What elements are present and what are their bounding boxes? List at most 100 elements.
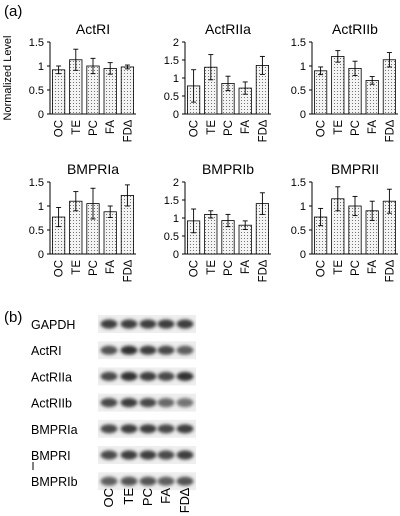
x-tick-label: PC xyxy=(350,260,362,276)
y-tick-label: 1 xyxy=(173,73,179,85)
x-tick-label: TE xyxy=(71,260,83,275)
blot-band xyxy=(100,345,118,355)
y-tick-label: 1.5 xyxy=(29,177,44,189)
y-tick-label: 0.5 xyxy=(29,85,44,97)
blot-band xyxy=(100,450,118,460)
y-tick-label: 1 xyxy=(173,213,179,225)
blot-band xyxy=(157,345,175,355)
bar-te xyxy=(204,213,218,255)
blot-band xyxy=(120,398,138,408)
y-tick-label: 2 xyxy=(173,177,179,189)
blot-band xyxy=(139,345,157,355)
western-blot-panel: GAPDH ActRI ActRIIa ActRIIb BMPRIa BMPRI BMPRI… xyxy=(31,315,196,513)
chart-actriib: ActRIIb 0 0.5 1 1.5 OC TE PC FA FD∆ xyxy=(291,21,398,142)
blot-band xyxy=(120,424,138,434)
blot-band xyxy=(100,398,118,408)
x-tick-label: PC xyxy=(88,120,100,136)
blot-band xyxy=(139,319,157,329)
blot-row-actri: ActRI xyxy=(31,341,196,360)
x-tick-label: TE xyxy=(333,120,345,135)
x-tick-label: TE xyxy=(206,120,218,135)
y-tick-label: 0 xyxy=(38,109,44,121)
bar-fa xyxy=(103,211,117,255)
x-tick-label: FD∆ xyxy=(384,119,396,142)
chart-title: ActRIIa xyxy=(205,21,251,37)
blot-band xyxy=(157,371,175,381)
blot-band xyxy=(176,450,194,460)
y-tick-label: 2 xyxy=(173,37,179,49)
blot-row-label: BMPRIa xyxy=(31,423,78,437)
chart-title: ActRI xyxy=(76,21,110,37)
x-tick-label: FD∆ xyxy=(122,259,134,282)
panel-label-b: (b) xyxy=(4,309,22,326)
bar-te xyxy=(331,56,345,115)
y-tick-label: 1.5 xyxy=(29,37,44,49)
blot-row-actriia: ActRIIa xyxy=(31,367,196,386)
blot-band xyxy=(176,319,194,329)
blot-band xyxy=(176,345,194,355)
bar-fd∆ xyxy=(120,66,134,115)
y-axis-label: Normalized Level xyxy=(2,36,14,121)
bar-oc xyxy=(52,69,66,115)
blot-band xyxy=(176,371,194,381)
chart-actri: ActRI 0 0.5 1 1.5 OC TE PC FA FD∆ Normalized Level xyxy=(2,21,136,142)
blot-band xyxy=(120,345,138,355)
x-tick-label: TE xyxy=(206,260,218,275)
blot-band xyxy=(176,398,194,408)
x-tick-label: FA xyxy=(105,120,117,134)
blot-band xyxy=(139,371,157,381)
chart-bmpria: BMPRIa 0 0.5 1 1.5 OC TE PC FA FD∆ xyxy=(29,161,136,282)
blot-row-label: ActRIIa xyxy=(31,370,72,384)
y-tick-label: 0 xyxy=(300,109,306,121)
y-tick-label: 0 xyxy=(38,249,44,261)
blot-band xyxy=(100,319,118,329)
blot-band xyxy=(120,476,138,486)
x-tick-label: TE xyxy=(71,120,83,135)
x-tick-label: PC xyxy=(88,260,100,276)
y-tick-label: 1.5 xyxy=(164,195,179,207)
blot-band xyxy=(139,398,157,408)
blot-row-bmpri: BMPRI xyxy=(31,446,196,464)
blot-band xyxy=(157,319,175,329)
blot-row-bmprib: BMPRIb xyxy=(31,472,196,491)
lane-label: FA xyxy=(158,488,173,504)
bar-oc xyxy=(314,70,328,115)
lane-label: FD∆ xyxy=(177,488,192,513)
bar-fa xyxy=(103,68,117,115)
blot-band xyxy=(157,476,175,486)
blot-band xyxy=(100,371,118,381)
chart-bmprii: BMPRII 0 0.5 1 1.5 OC TE PC FA FD∆ xyxy=(291,161,398,282)
blot-band xyxy=(100,476,118,486)
y-tick-label: 0.5 xyxy=(29,225,44,237)
y-tick-label: 1 xyxy=(38,61,44,73)
blot-row-bmpria: BMPRIa xyxy=(31,419,196,438)
chart-title: BMPRIb xyxy=(202,161,254,177)
blot-row-label: BMPRI xyxy=(31,449,71,463)
x-tick-label: FD∆ xyxy=(257,259,269,282)
x-tick-label: PC xyxy=(223,120,235,136)
y-tick-label: 0 xyxy=(300,249,306,261)
chart-actriia: ActRIIa 0 0.5 1 1.5 2 OC TE PC FA FD∆ xyxy=(164,21,271,142)
x-tick-label: OC xyxy=(189,120,201,137)
y-tick-label: 0.5 xyxy=(164,91,179,103)
y-tick-label: 1.5 xyxy=(291,37,306,49)
y-tick-label: 1 xyxy=(300,201,306,213)
chart-bmprib: BMPRIb 0 0.5 1 1.5 2 OC TE PC FA FD∆ xyxy=(164,161,271,282)
blot-row-gapdh: GAPDH xyxy=(31,315,196,333)
chart-title: BMPRII xyxy=(331,161,379,177)
x-tick-label: FA xyxy=(367,260,379,274)
blot-row-label: ActRI xyxy=(31,344,62,358)
x-tick-label: FA xyxy=(105,260,117,274)
blot-band xyxy=(139,476,157,486)
x-tick-label: FD∆ xyxy=(122,119,134,142)
blot-row-label: ActRIIb xyxy=(31,397,72,411)
blot-row-actriib: ActRIIb xyxy=(31,393,196,412)
blot-band xyxy=(139,424,157,434)
y-tick-label: 0.5 xyxy=(291,85,306,97)
blot-row-label: BMPRIb xyxy=(31,475,78,489)
x-tick-label: PC xyxy=(350,120,362,136)
lane-label: TE xyxy=(121,488,136,505)
blot-band xyxy=(157,450,175,460)
chart-title: ActRIIb xyxy=(332,21,378,37)
